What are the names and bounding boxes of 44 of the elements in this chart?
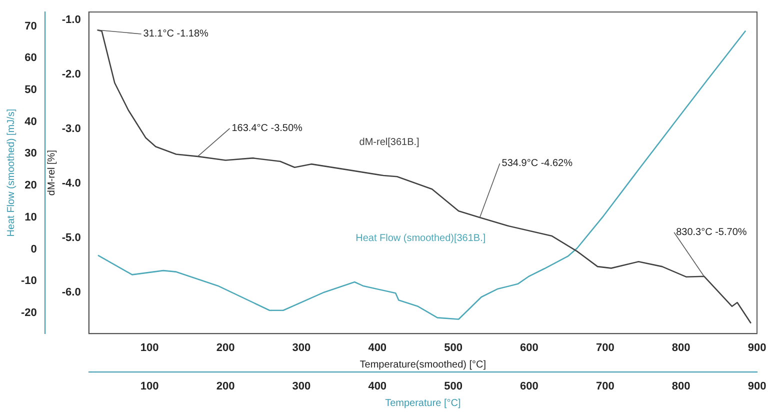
x2-axis-title: Temperature [°C] <box>385 398 461 409</box>
y-axis-title: dM-rel [%] <box>46 150 58 196</box>
y-tick-label: -3.0 <box>62 123 81 136</box>
y2-tick-label: -20 <box>20 306 37 319</box>
x2-tick-label: 200 <box>216 380 235 392</box>
y2-tick-label: 0 <box>30 243 37 256</box>
y-tick-label: -6.0 <box>62 286 81 299</box>
x2-tick-label: 100 <box>140 380 159 392</box>
annotation: 31.1°C -1.18% <box>143 28 209 40</box>
y2-tick-label: 10 <box>24 211 37 224</box>
x2-tick-label: 700 <box>596 380 614 392</box>
x2-tick-label: 900 <box>748 380 766 392</box>
x-tick-label: 700 <box>596 342 614 354</box>
x-tick-label: 400 <box>368 342 387 354</box>
text: Heat Flow (smoothed)[361B.] <box>356 232 486 244</box>
text: dM-rel[361B.] <box>359 136 420 148</box>
y2-tick-label: 60 <box>24 52 37 64</box>
x2-tick-label: 500 <box>444 380 462 392</box>
x-tick-label: 900 <box>748 342 766 354</box>
y-tick-label: -2.0 <box>62 68 81 81</box>
annotation: 534.9°C -4.62% <box>502 158 573 170</box>
x-axis-title: Temperature(smoothed) [°C] <box>360 360 486 371</box>
y2-tick-label: 40 <box>24 116 37 128</box>
y2-tick-label: 30 <box>24 148 37 160</box>
x2-tick-label: 800 <box>672 380 690 392</box>
x-tick-label: 800 <box>672 342 690 354</box>
y-tick-label: -5.0 <box>62 232 81 244</box>
x-tick-label: 300 <box>292 342 311 354</box>
x-tick-label: 600 <box>520 342 538 354</box>
y2-tick-label: 50 <box>24 84 37 96</box>
annotation: 830.3°C -5.70% <box>676 227 747 238</box>
y-tick-label: -4.0 <box>62 178 81 190</box>
x-tick-label: 200 <box>216 342 235 354</box>
y2-tick-label: 20 <box>24 180 37 192</box>
y2-tick-label: -10 <box>20 275 37 288</box>
x-tick-label: 100 <box>140 342 159 354</box>
x2-tick-label: 300 <box>292 380 311 392</box>
y2-axis-title: Heat Flow (smoothed) [mJ/s] <box>6 108 17 237</box>
annotation: 163.4°C -3.50% <box>232 123 303 134</box>
x2-tick-label: 400 <box>368 380 387 392</box>
y-tick-label: -1.0 <box>62 14 81 26</box>
y2-tick-label: 70 <box>24 20 37 32</box>
x-tick-label: 500 <box>444 342 462 354</box>
x2-tick-label: 600 <box>520 380 538 392</box>
